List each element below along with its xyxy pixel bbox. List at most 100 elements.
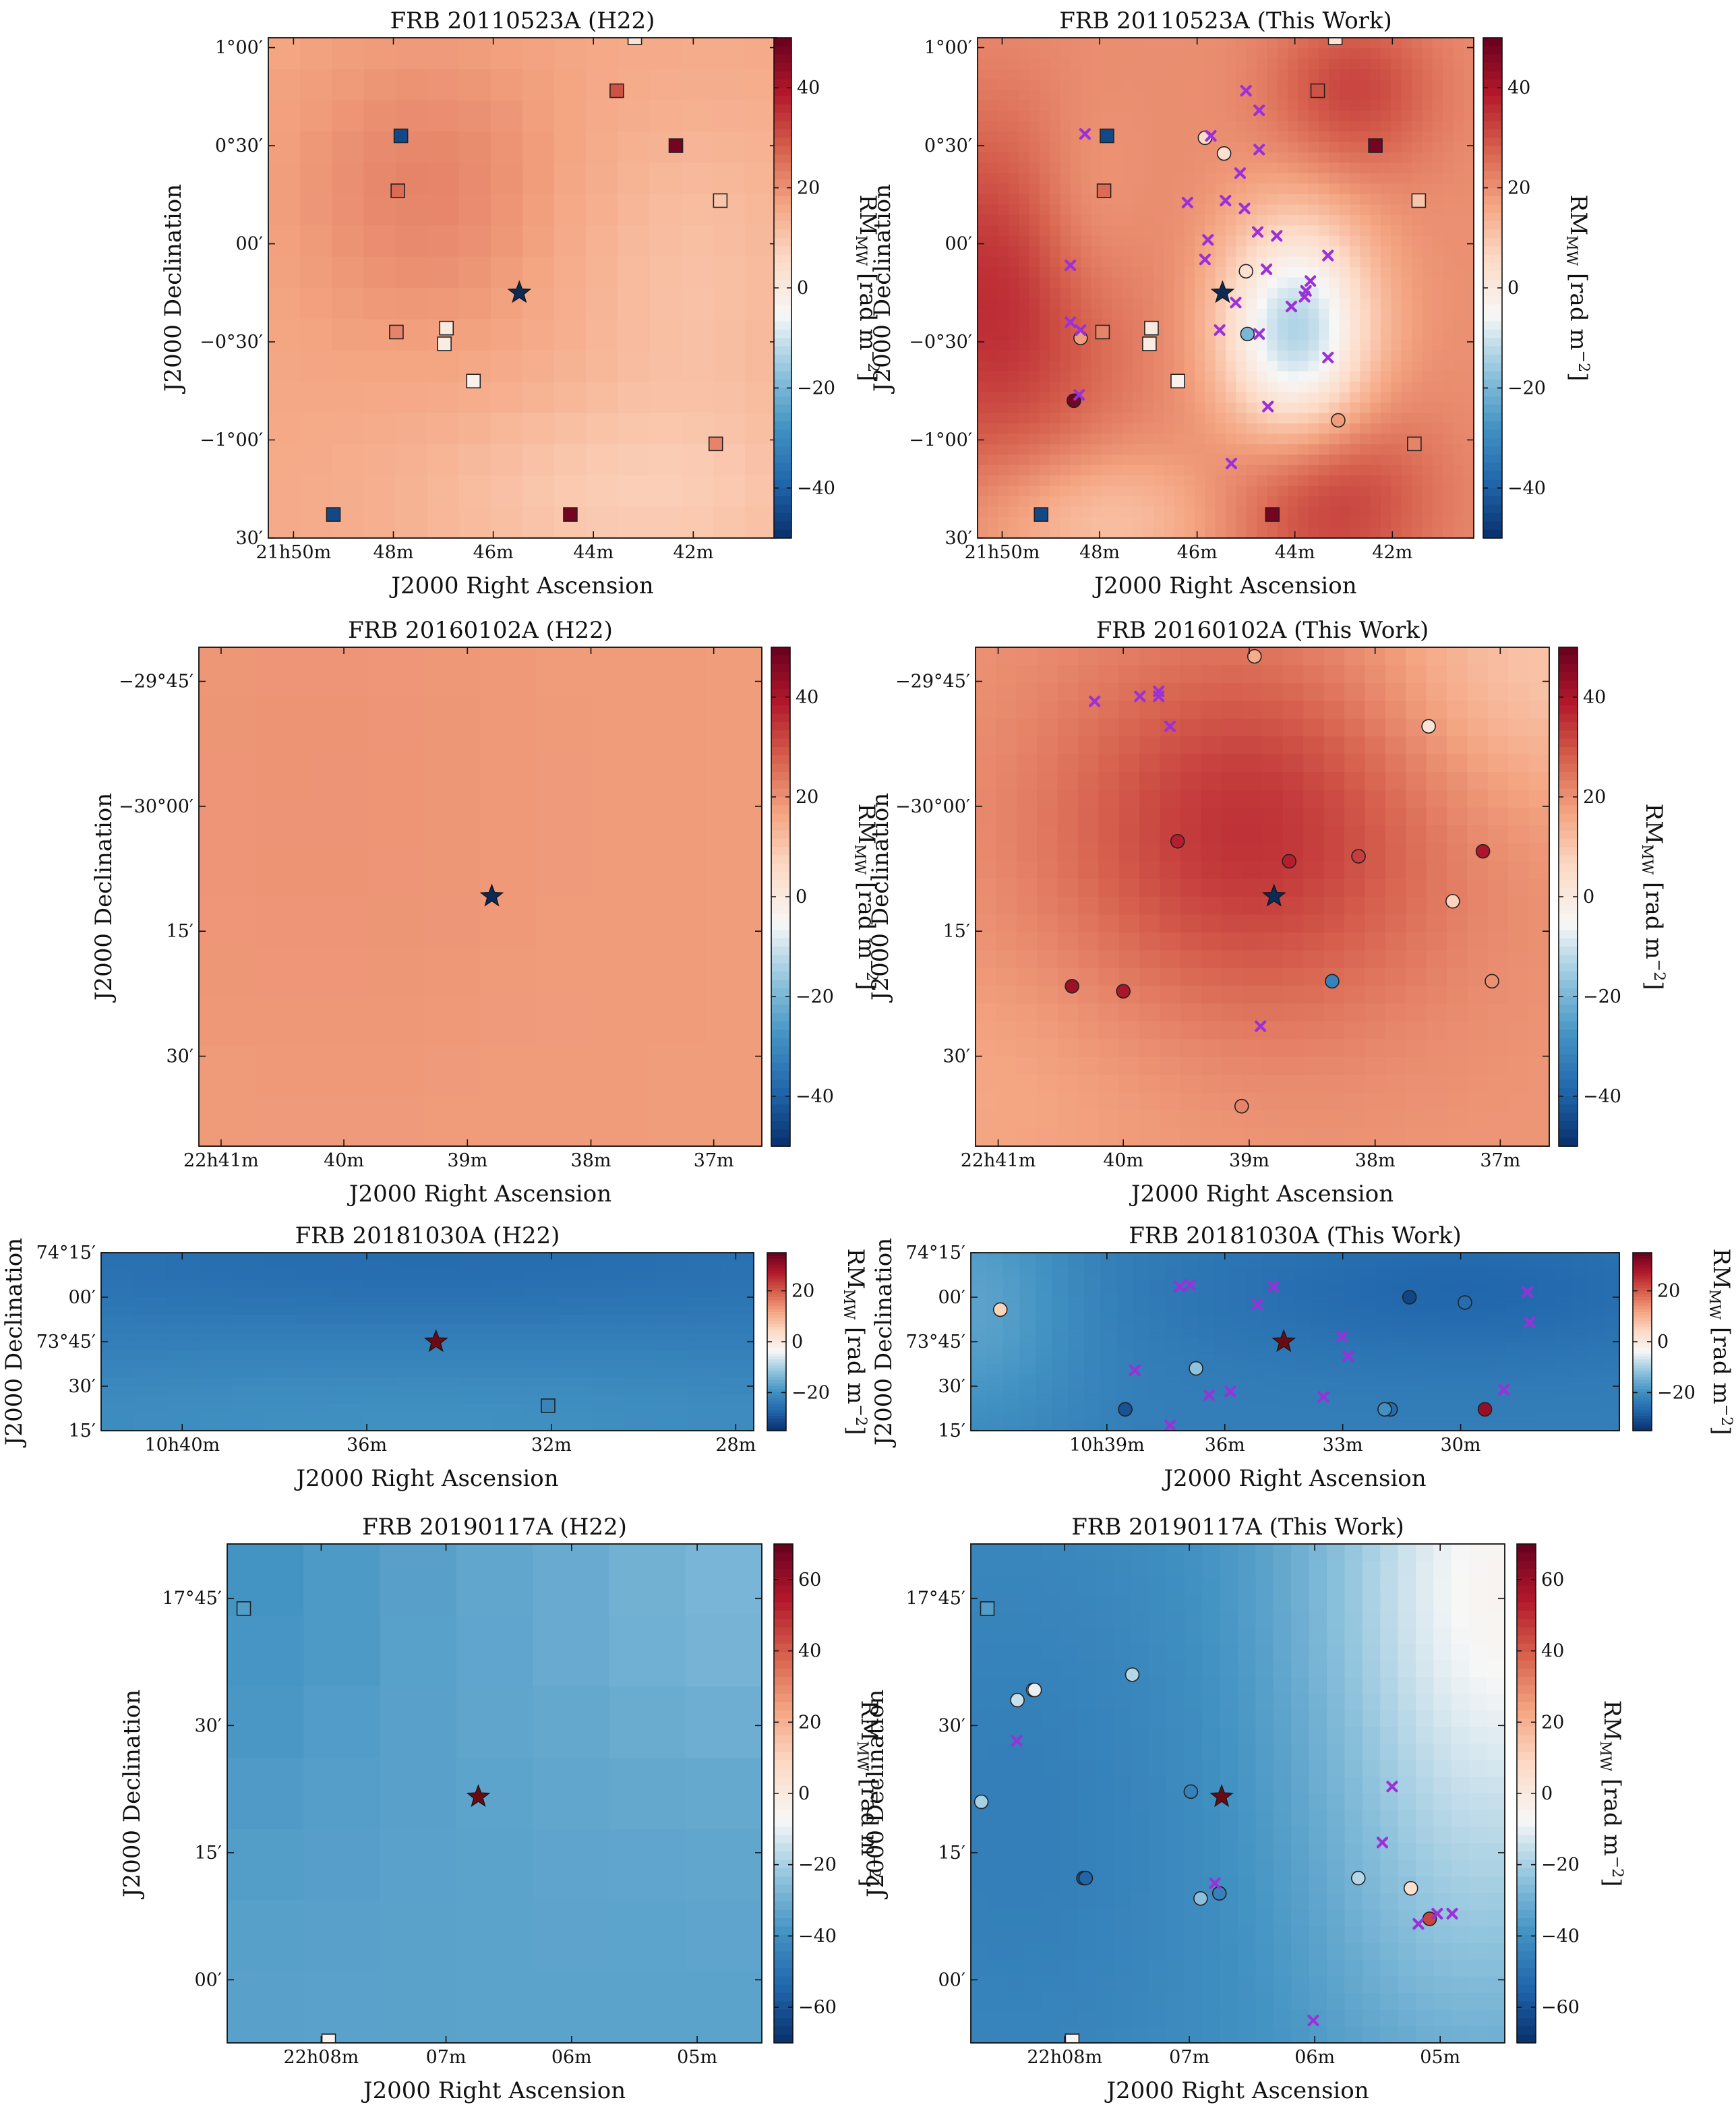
- heatmap-cell: [1009, 90, 1020, 101]
- catalog-square-marker: [1096, 183, 1112, 198]
- heatmap-cell: [1102, 403, 1113, 414]
- heatmap-cell: [1116, 1386, 1134, 1392]
- heatmap-cell: [363, 506, 396, 539]
- heatmap-cell: [1153, 403, 1164, 414]
- heatmap-cell: [1226, 69, 1237, 80]
- heatmap-cell: [996, 879, 1017, 897]
- heatmap-cell: [1319, 162, 1330, 174]
- heatmap-cell: [1443, 142, 1454, 153]
- heatmap-cell: [558, 1412, 591, 1423]
- heatmap-cell: [1412, 142, 1423, 153]
- heatmap-cell: [998, 485, 1009, 497]
- heatmap-cell: [1019, 361, 1030, 372]
- heatmap-cell: [1102, 256, 1113, 268]
- heatmap-cell: [1257, 506, 1268, 518]
- heatmap-cell: [1071, 444, 1082, 456]
- colorbar-step: [774, 521, 791, 531]
- heatmap-cell: [1160, 807, 1181, 827]
- heatmap-cell: [996, 772, 1017, 791]
- heatmap-cell: [1153, 267, 1164, 278]
- colorbar-tick-label: 40: [797, 78, 820, 98]
- heatmap-cell: [1174, 454, 1185, 466]
- heatmap-cell: [1406, 1021, 1427, 1040]
- heatmap-cell: [558, 1253, 591, 1262]
- catalog-square-marker: [437, 336, 452, 351]
- heatmap-cell: [998, 506, 1009, 518]
- heatmap-cell: [1102, 382, 1113, 393]
- heatmap: [101, 1253, 754, 1431]
- heatmap-cell: [1391, 392, 1402, 403]
- heatmap-cell: [1003, 1355, 1020, 1361]
- colorbar-step: [774, 187, 791, 197]
- heatmap-cell: [1381, 194, 1392, 206]
- heatmap-cell: [1215, 423, 1226, 435]
- heatmap-cell: [1412, 162, 1423, 174]
- heatmap-cell: [522, 444, 555, 477]
- heatmap-cell: [394, 1253, 428, 1262]
- colorbar-step: [1559, 1046, 1578, 1056]
- heatmap-cell: [1195, 277, 1206, 289]
- heatmap-cell: [1181, 1292, 1199, 1298]
- heatmap-cell: [987, 1404, 1004, 1409]
- heatmap-cell: [1133, 38, 1144, 49]
- heatmap-cell: [1160, 665, 1181, 684]
- heatmap-cell: [1262, 718, 1284, 737]
- heatmap-cell: [1036, 1328, 1053, 1334]
- heatmap-cell: [1381, 69, 1392, 80]
- heatmap-cell: [1262, 1075, 1284, 1094]
- heatmap-cell: [1381, 403, 1392, 414]
- heatmap-cell: [1360, 340, 1371, 351]
- heatmap-cell: [1215, 225, 1226, 237]
- heatmap-cell: [300, 413, 333, 445]
- heatmap-cell: [1160, 1075, 1181, 1094]
- heatmap-cell: [1267, 152, 1278, 164]
- heatmap-cell: [1122, 517, 1133, 529]
- heatmap-cell: [1277, 340, 1288, 351]
- heatmap-cell: [264, 1323, 298, 1334]
- heatmap-cell: [1019, 1346, 1036, 1351]
- heatmap-cell: [1242, 682, 1263, 702]
- heatmap-cell: [1091, 423, 1102, 435]
- heatmap-cell: [681, 225, 714, 258]
- heatmap-cell: [1350, 235, 1361, 247]
- heatmap-cell: [1165, 1373, 1183, 1378]
- heatmap-cell: [1098, 932, 1120, 951]
- heatmap-cell: [1091, 517, 1102, 529]
- heatmap-cell: [1116, 1426, 1134, 1431]
- heatmap-cell: [998, 475, 1009, 487]
- heatmap-cell: [1100, 1381, 1118, 1387]
- heatmap-cell: [586, 194, 619, 227]
- heatmap-cell: [988, 204, 999, 216]
- heatmap-cell: [996, 843, 1017, 862]
- heatmap-cell: [1181, 1301, 1199, 1307]
- heatmap-cell: [1401, 288, 1412, 299]
- heatmap-cell: [976, 701, 997, 719]
- heatmap-cell: [1003, 1279, 1020, 1284]
- heatmap-cell: [1068, 1368, 1085, 1373]
- heatmap-cell: [978, 204, 989, 216]
- heatmap-cell: [1360, 183, 1371, 195]
- heatmap-cell: [1205, 142, 1216, 153]
- heatmap-cell: [133, 1421, 167, 1431]
- heatmap-cell: [1149, 1359, 1166, 1365]
- heatmap-cell: [988, 475, 999, 487]
- heatmap-cell: [1277, 329, 1288, 341]
- heatmap-cell: [1036, 1421, 1053, 1427]
- heatmap-cell: [1277, 152, 1288, 164]
- heatmap-cell: [1226, 517, 1237, 529]
- heatmap-cell: [1508, 1092, 1530, 1111]
- colorbar-step: [771, 688, 790, 698]
- heatmap-cell: [1406, 825, 1427, 844]
- heatmap-cell: [1467, 1039, 1489, 1058]
- heatmap-cell: [1081, 444, 1092, 456]
- heatmap-cell: [1508, 736, 1530, 755]
- heatmap-cell: [1071, 214, 1082, 227]
- heatmap-cell: [1071, 371, 1082, 382]
- heatmap-cell: [1370, 90, 1381, 101]
- heatmap-cell: [1508, 754, 1530, 773]
- heatmap-cell: [1467, 897, 1489, 916]
- colorbar-step: [767, 1285, 786, 1289]
- heatmap-cell: [1071, 288, 1082, 299]
- heatmap-cell: [1406, 1128, 1427, 1147]
- y-tick-label: 15′: [69, 1421, 96, 1441]
